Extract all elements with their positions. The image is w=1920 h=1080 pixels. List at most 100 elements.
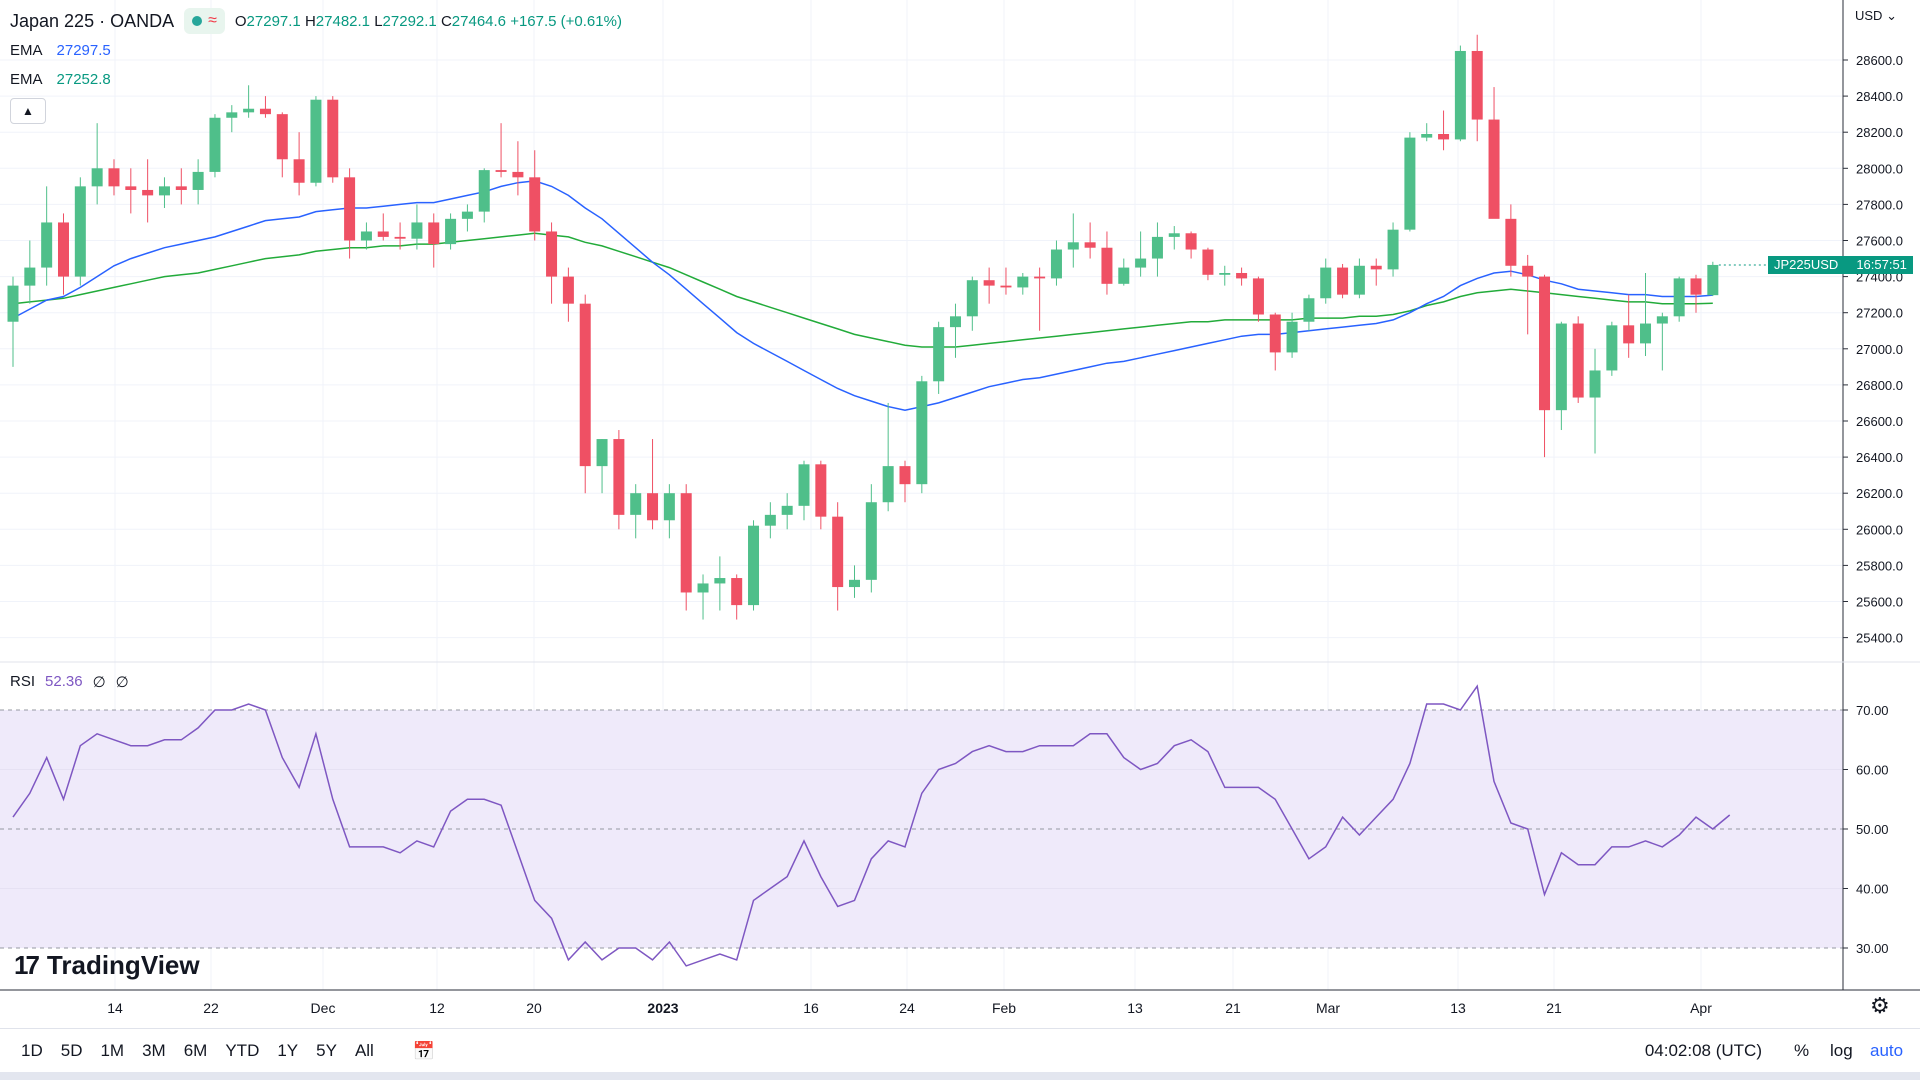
candle-down: [293, 132, 305, 196]
ohlc-values: O27297.1 H27482.1 L27292.1 C27464.6 +167…: [235, 13, 622, 30]
percent-toggle[interactable]: %: [1794, 1041, 1810, 1060]
ema-fast-path: [12, 180, 1713, 411]
rsi-param-1: ∅: [92, 674, 106, 691]
ema-fast-legend[interactable]: EMA 27297.5: [10, 42, 111, 59]
time-tick-label: 20: [526, 1000, 542, 1016]
price-tick-label: 28000.0: [1856, 161, 1903, 176]
timeframe-all[interactable]: All: [354, 1041, 374, 1060]
tradingview-logo[interactable]: 17 TradingView: [14, 950, 200, 981]
currency-selector[interactable]: USD ⌄: [1855, 8, 1897, 24]
candle-up: [1219, 265, 1231, 286]
candle-body: [1522, 265, 1534, 277]
candle-body: [125, 186, 137, 190]
market-status-badge[interactable]: ≈: [184, 8, 225, 34]
candle-body: [495, 170, 507, 172]
candle-down: [1471, 34, 1483, 142]
time-tick-label: 13: [1450, 1000, 1466, 1016]
candle-body: [293, 159, 305, 183]
candle-body: [798, 464, 810, 506]
candle-body: [1539, 276, 1551, 411]
timeframe-3m[interactable]: 3M: [142, 1041, 166, 1060]
candle-up: [748, 520, 760, 611]
ema-slow-value: 27252.8: [56, 71, 111, 88]
price-tick-label: 28200.0: [1856, 125, 1903, 140]
candle-body: [512, 171, 524, 178]
candle-up: [1067, 213, 1079, 268]
high-label: H: [304, 12, 316, 30]
candle-body: [327, 99, 339, 178]
candle-body: [697, 583, 709, 593]
candle-up: [933, 321, 945, 394]
candle-body: [1185, 233, 1197, 250]
price-tick-label: 26800.0: [1856, 378, 1903, 393]
ema-fast-value: 27297.5: [56, 42, 111, 59]
candle-body: [647, 493, 659, 521]
candle-body: [1606, 325, 1618, 371]
candle-up: [478, 168, 490, 223]
candle-body: [445, 218, 457, 245]
candle-body: [865, 502, 877, 580]
time-tick-label: Feb: [992, 1000, 1016, 1016]
timeframe-ytd[interactable]: YTD: [225, 1041, 260, 1060]
candle-up: [596, 439, 608, 494]
candle-up: [1656, 312, 1668, 371]
candle-body: [949, 316, 961, 328]
candle-down: [815, 460, 827, 530]
collapse-legend-button[interactable]: ▲: [10, 98, 46, 124]
rsi-tick-label: 50.00: [1856, 822, 1889, 837]
candle-body: [1135, 258, 1147, 268]
candle-body: [933, 327, 945, 382]
candle-up: [1454, 45, 1466, 142]
price-axis[interactable]: 28600.0 28400.0 28200.0 28000.0 27800.0 27600…: [1843, 53, 1903, 646]
ema-slow-legend[interactable]: EMA 27252.8: [10, 71, 111, 88]
candle-down: [613, 430, 625, 530]
auto-scale-toggle[interactable]: auto: [1870, 1041, 1904, 1060]
tradingview-logo-text: TradingView: [46, 950, 200, 980]
candle-down: [125, 168, 137, 214]
settings-gear-icon[interactable]: ⚙: [1870, 993, 1890, 1018]
candle-body: [1219, 272, 1231, 275]
timeframe-6m[interactable]: 6M: [183, 1041, 208, 1060]
candle-down: [1572, 316, 1584, 403]
candle-down: [1269, 312, 1281, 371]
candle-up: [24, 240, 36, 304]
candle-body: [74, 186, 86, 277]
rsi-axis[interactable]: 70.00 60.00 50.00 40.00 30.00: [1843, 703, 1889, 956]
ema-slow-label: EMA: [10, 71, 43, 88]
candle-up: [1589, 348, 1601, 454]
log-toggle[interactable]: log: [1830, 1041, 1853, 1060]
candle-body: [1404, 137, 1416, 230]
candle-down: [983, 267, 995, 304]
rsi-legend[interactable]: RSI 52.36 ∅ ∅: [10, 673, 129, 691]
rsi-tick-label: 30.00: [1856, 941, 1889, 956]
timeframe-5d[interactable]: 5D: [60, 1041, 83, 1060]
candle-body: [1471, 50, 1483, 120]
candle-up: [1151, 222, 1163, 277]
price-tick-label: 28600.0: [1856, 53, 1903, 68]
candle-down: [108, 159, 120, 196]
candle-up: [1640, 272, 1652, 357]
time-axis[interactable]: 14 22 Dec 12 20 2023 16 24 Feb 13 21 Mar 13 21 Apr: [107, 1000, 1712, 1016]
timeframe-1d[interactable]: 1D: [21, 1041, 43, 1060]
date-range-icon[interactable]: 📅: [412, 1040, 436, 1061]
candle-down: [1252, 276, 1264, 322]
timeframe-1m[interactable]: 1M: [100, 1041, 125, 1060]
candle-body: [1488, 119, 1500, 219]
candle-up: [360, 222, 372, 250]
timeframe-5y[interactable]: 5Y: [316, 1041, 337, 1060]
candle-body: [546, 231, 558, 277]
candle-down: [1539, 274, 1551, 458]
price-tick-label: 26400.0: [1856, 450, 1903, 465]
symbol-title[interactable]: Japan 225 · OANDA: [10, 10, 175, 31]
candle-up: [1353, 258, 1365, 299]
candle-body: [1353, 265, 1365, 295]
candle-body: [1673, 278, 1685, 317]
candle-down: [1236, 267, 1248, 286]
candle-body: [1101, 247, 1113, 284]
low-label: L: [374, 12, 383, 30]
utc-clock[interactable]: 04:02:08 (UTC): [1644, 1041, 1762, 1060]
ema-fast-label: EMA: [10, 42, 43, 59]
candle-up: [916, 375, 928, 494]
timeframe-1y[interactable]: 1Y: [277, 1041, 299, 1060]
